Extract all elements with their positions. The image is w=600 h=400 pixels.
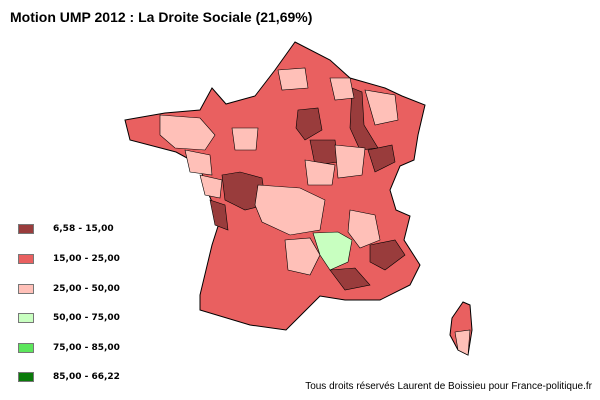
map-title: Motion UMP 2012 : La Droite Sociale (21,… (10, 9, 313, 25)
region-dark (295, 107, 323, 141)
region-light (329, 77, 355, 101)
region-light (284, 237, 321, 276)
legend-swatch (18, 313, 34, 323)
legend-item: 6,58 - 15,00 (18, 224, 114, 234)
legend-item: 75,00 - 85,00 (18, 343, 120, 353)
region-light (231, 127, 259, 151)
region-light (334, 144, 366, 179)
region-light (159, 114, 216, 151)
region-dark (367, 144, 396, 173)
legend-item: 25,00 - 50,00 (18, 284, 120, 294)
legend-label: 75,00 - 85,00 (53, 343, 120, 353)
region-light (364, 89, 399, 126)
legend-swatch (18, 343, 34, 353)
legend-swatch (18, 284, 34, 294)
region-light (184, 149, 213, 176)
region-light (347, 209, 381, 249)
legend-item: 50,00 - 75,00 (18, 313, 120, 323)
region-dark (329, 267, 371, 291)
legend-label: 25,00 - 50,00 (53, 284, 120, 294)
region-light (454, 329, 471, 356)
region-green (312, 231, 353, 271)
legend-label: 85,00 - 66,22 (53, 372, 120, 382)
legend-swatch (18, 254, 34, 264)
legend-label: 15,00 - 25,00 (53, 254, 120, 264)
region-light (254, 184, 326, 236)
region-light (277, 67, 309, 91)
legend-swatch (18, 224, 34, 234)
region-light (304, 159, 336, 186)
region-dark (221, 171, 267, 211)
copyright-credit: Tous droits réservés Laurent de Boissieu… (305, 381, 592, 392)
legend-item: 85,00 - 66,22 (18, 372, 120, 382)
region-dark (369, 239, 406, 271)
legend-label: 6,58 - 15,00 (53, 224, 114, 234)
region-dark (209, 199, 229, 231)
legend-label: 50,00 - 75,00 (53, 313, 120, 323)
region-light (199, 174, 223, 199)
legend-item: 15,00 - 25,00 (18, 254, 120, 264)
legend-swatch (18, 372, 34, 382)
